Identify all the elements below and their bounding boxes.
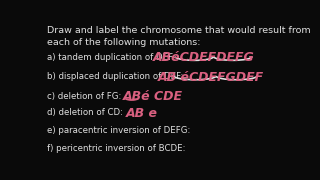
Text: AB éCDEFGDEF: AB éCDEFGDEF (158, 71, 264, 84)
Text: d) deletion of CD:: d) deletion of CD: (47, 108, 124, 117)
Text: a) tandem duplication of DEF:: a) tandem duplication of DEF: (47, 53, 176, 62)
Text: f) pericentric inversion of BCDE:: f) pericentric inversion of BCDE: (47, 144, 186, 153)
Text: Draw and label the chromosome that would result from: Draw and label the chromosome that would… (47, 26, 311, 35)
Text: ABé CDE: ABé CDE (123, 90, 183, 103)
Text: e) paracentric inversion of DEFG:: e) paracentric inversion of DEFG: (47, 126, 191, 135)
Text: c) deletion of FG:: c) deletion of FG: (47, 92, 122, 101)
Text: each of the following mutations:: each of the following mutations: (47, 38, 201, 47)
Text: b) displaced duplication of DEF:: b) displaced duplication of DEF: (47, 72, 184, 81)
Text: AB e: AB e (125, 107, 157, 120)
Text: ABéCDEFDEFG: ABéCDEFDEFG (153, 51, 255, 64)
